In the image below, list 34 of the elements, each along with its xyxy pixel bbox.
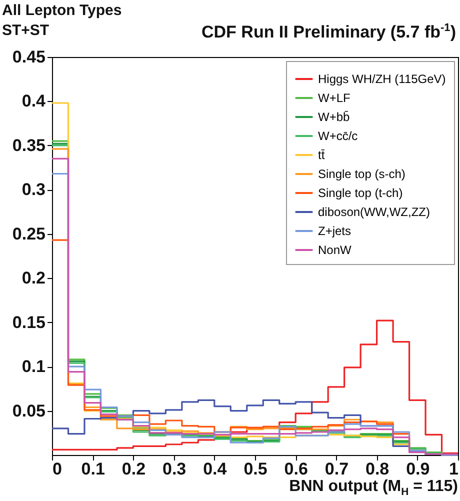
text: ST+ST [2, 22, 50, 39]
y-tick-label: 0.15 [12, 312, 46, 332]
legend-label: W+bb̄ [318, 110, 350, 124]
x-tick-label: 0.1 [81, 460, 105, 478]
y-tick-label: 0.2 [22, 268, 46, 288]
legend-label: Higgs WH/ZH (115GeV) [318, 72, 446, 86]
y-tick-label: 0.35 [12, 136, 46, 155]
legend-label: NonW [318, 243, 352, 257]
x-tick-label: 1 [449, 460, 458, 478]
x-tick-label: 0.6 [284, 460, 308, 478]
legend-label: tt̄ [318, 148, 326, 162]
text: All Lepton Types [2, 2, 122, 19]
legend-label: diboson(WW,WZ,ZZ) [318, 205, 430, 219]
y-tick-label: 0.25 [12, 224, 46, 244]
legend-label: W+cc̄/c [318, 129, 358, 143]
legend-label: W+LF [318, 91, 350, 105]
y-tick-label: 0.45 [12, 48, 46, 66]
x-tick-label: 0.4 [203, 460, 228, 478]
x-axis-title: BNN output (M$_{H}$ = 115) [289, 478, 458, 498]
x-tick-label: 0.8 [365, 460, 390, 478]
y-tick-label: 0.05 [12, 401, 46, 420]
y-tick-label: 0.4 [22, 92, 46, 111]
y-tick-label: 0.3 [22, 180, 46, 200]
chart-title: CDF Run II Preliminary (5.7 fb$^{-1}$) [202, 22, 456, 43]
x-tick-label: 0 [52, 460, 62, 478]
legend-label: Single top (t-ch) [318, 186, 403, 200]
legend-label: Single top (s-ch) [318, 167, 406, 181]
y-tick-label: 0.1 [22, 357, 46, 376]
legend-label: Z+jets [318, 224, 352, 238]
x-tick-label: 0.5 [244, 460, 268, 478]
x-tick-label: 0.9 [406, 460, 430, 478]
x-tick-label: 0.2 [122, 460, 146, 478]
x-tick-label: 0.3 [162, 460, 186, 478]
x-tick-label: 0.7 [324, 460, 349, 478]
